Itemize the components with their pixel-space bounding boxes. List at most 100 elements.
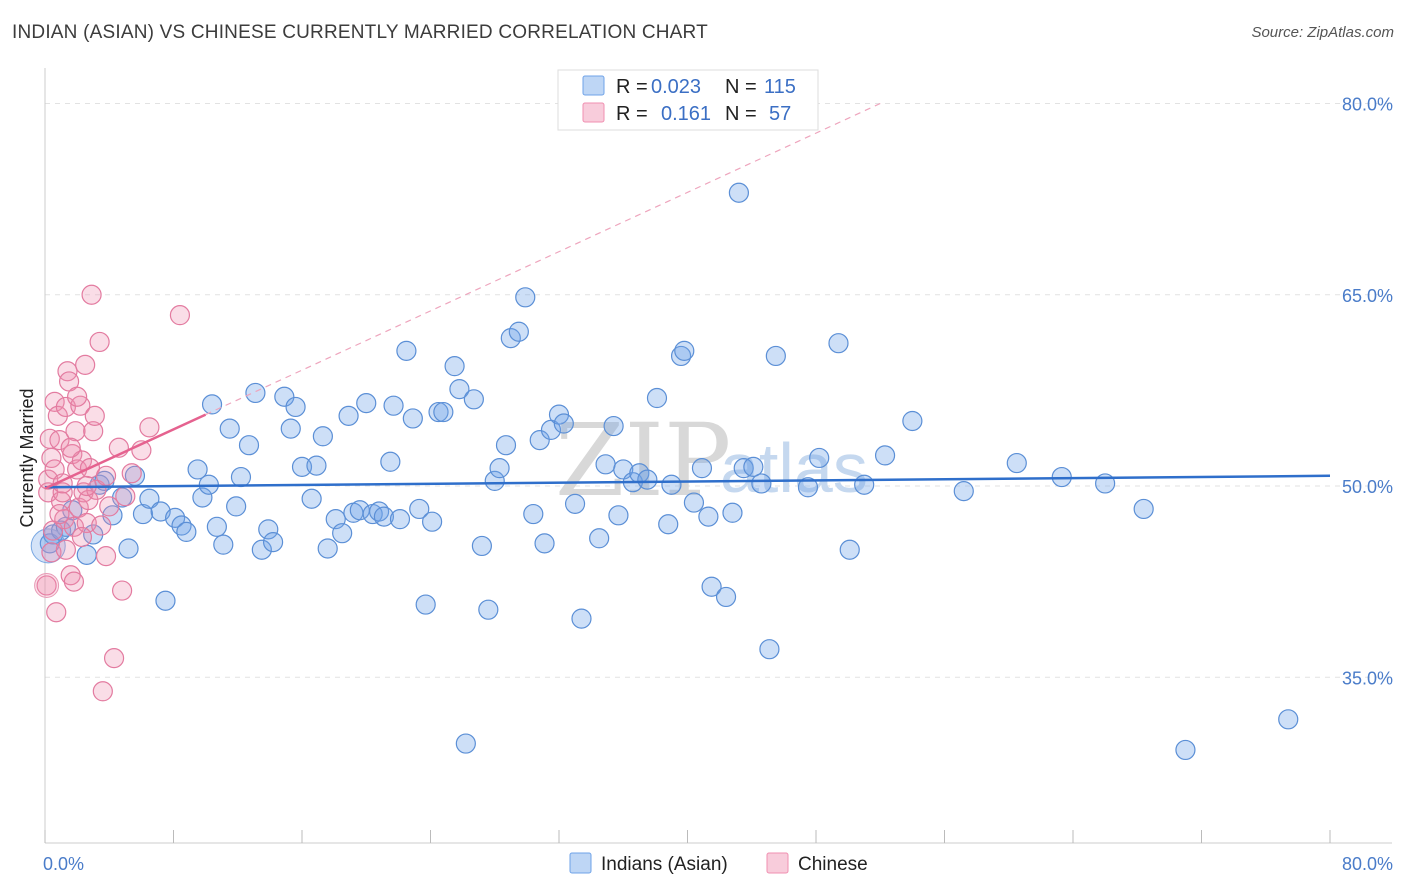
- indian-point: [118, 538, 139, 559]
- indian-point: [396, 340, 417, 361]
- indian-point: [515, 287, 536, 308]
- indian-point: [484, 470, 505, 491]
- indian-point: [534, 533, 555, 554]
- chinese-point: [46, 602, 67, 623]
- legend-r-label-2: R =: [616, 103, 648, 125]
- legend-r-value-2: 0.161: [661, 103, 711, 125]
- indian-point: [201, 394, 223, 415]
- chinese-point: [75, 354, 96, 375]
- indian-point: [187, 459, 208, 480]
- chinese-point: [111, 580, 133, 601]
- indian-point: [1133, 498, 1154, 520]
- legend-swatch-indians: [582, 75, 605, 96]
- series-indians-asian: [30, 182, 1299, 761]
- legend-n-label-1: N =: [725, 76, 757, 98]
- series-chinese: [34, 284, 191, 702]
- indian-point: [463, 389, 484, 410]
- indian-point: [338, 405, 359, 426]
- indian-point: [553, 413, 574, 434]
- chinese-point: [81, 284, 102, 305]
- indian-point: [449, 379, 470, 400]
- indian-point: [701, 576, 722, 597]
- trend-lines: [44, 102, 1331, 490]
- indian-point: [1006, 452, 1027, 474]
- indian-point: [589, 528, 610, 549]
- y-axis-title: Currently Married: [17, 388, 37, 527]
- chinese-point: [121, 463, 142, 484]
- indian-point: [608, 505, 629, 526]
- indian-point: [743, 456, 764, 477]
- chinese-point: [67, 386, 88, 407]
- watermark: ZIP atlas: [555, 402, 868, 519]
- indian-point: [646, 387, 668, 409]
- y-tick-labels: 35.0% 50.0% 65.0% 80.0%: [1342, 95, 1393, 689]
- indian-point: [854, 474, 875, 495]
- chinese-point: [49, 430, 70, 451]
- indian-point-cluster: [30, 528, 66, 564]
- chinese-point: [95, 546, 117, 567]
- indian-point: [722, 502, 743, 523]
- chinese-point: [57, 361, 78, 382]
- indian-point: [683, 492, 705, 513]
- indian-point: [529, 430, 550, 451]
- x-tick-label-max: 80.0%: [1342, 854, 1393, 874]
- chinese-point: [92, 681, 113, 702]
- chinese-point: [115, 486, 136, 507]
- bottom-legend-swatch-indians: [569, 852, 592, 874]
- indian-point: [495, 435, 517, 456]
- indian-point: [658, 514, 679, 535]
- chinese-point: [91, 515, 112, 536]
- chinese-point: [55, 539, 76, 560]
- bottom-legend: Indians (Asian) Chinese: [569, 852, 868, 875]
- indian-point: [691, 458, 713, 479]
- indian-point: [797, 477, 819, 498]
- indian-point: [523, 503, 544, 525]
- chinese-point: [83, 421, 104, 442]
- y-tick-label: 80.0%: [1342, 95, 1393, 115]
- indian-point: [444, 356, 465, 377]
- indian-point: [230, 466, 252, 488]
- legend-swatch-chinese: [582, 102, 605, 123]
- indian-point: [455, 733, 476, 754]
- indian-point: [409, 498, 430, 520]
- indian-point: [1175, 739, 1196, 761]
- indian-point: [402, 408, 423, 429]
- indian-point: [478, 599, 499, 620]
- chinese-point: [139, 417, 160, 438]
- y-tick-label: 65.0%: [1342, 286, 1393, 306]
- indian-point: [251, 539, 272, 560]
- axes: [44, 68, 1392, 844]
- indian-point: [301, 488, 322, 509]
- chinese-point: [63, 571, 85, 592]
- legend: R = 0.023 N = 115 R = 0.161 N = 57: [557, 69, 819, 131]
- indian-point: [373, 506, 395, 527]
- indian-point: [603, 415, 624, 437]
- indian-point: [422, 511, 443, 532]
- indian-point: [291, 456, 313, 477]
- chinese-point: [71, 526, 93, 548]
- indian-point: [809, 447, 830, 469]
- watermark-atlas: atlas: [720, 429, 868, 507]
- indian-point: [433, 401, 454, 423]
- indian-point: [155, 590, 176, 611]
- indian-point: [489, 458, 510, 479]
- bottom-legend-label-chinese: Chinese: [798, 854, 868, 875]
- chinese-point: [60, 437, 81, 458]
- indian-point: [226, 496, 247, 517]
- indian-point: [902, 410, 923, 432]
- indian-point: [698, 506, 719, 527]
- chinese-point: [49, 503, 70, 525]
- indian-point: [132, 503, 154, 525]
- indian-point: [258, 519, 279, 540]
- indian-point: [76, 544, 97, 565]
- chinese-point: [62, 444, 83, 465]
- indian-point: [285, 396, 306, 418]
- chinese-point: [89, 331, 110, 353]
- indian-point: [828, 333, 849, 354]
- indian-point: [383, 395, 404, 416]
- chinese-point-cluster: [34, 572, 60, 598]
- indian-point: [176, 521, 197, 543]
- indian-point: [508, 321, 529, 342]
- chinese-point: [63, 516, 85, 537]
